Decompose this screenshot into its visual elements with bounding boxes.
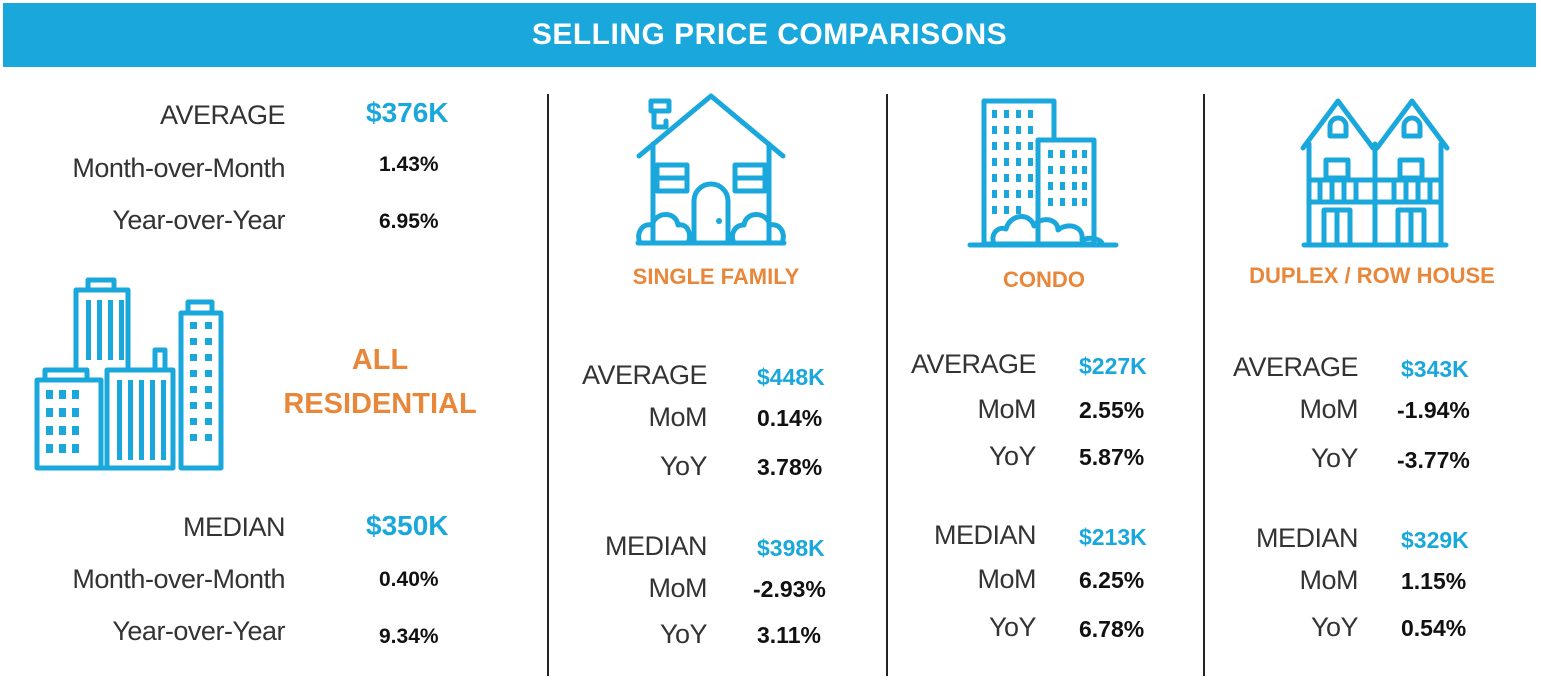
mom-value: -2.93% — [753, 576, 826, 602]
mom-label: MoM — [977, 394, 1037, 424]
yoy-label: YoY — [988, 441, 1037, 471]
median-label: MEDIAN — [1255, 523, 1359, 553]
yoy-label: YoY — [1310, 612, 1359, 642]
mom-value: 6.25% — [1079, 567, 1145, 593]
yoy-label: Year-over-Year — [112, 616, 285, 646]
column-divider — [886, 94, 888, 676]
category-title: SINGLE FAMILY — [632, 264, 800, 289]
yoy-value: 0.54% — [1401, 615, 1467, 641]
median-value: $350K — [366, 510, 449, 541]
yoy-value: 6.95% — [379, 210, 439, 233]
yoy-label: YoY — [988, 612, 1037, 642]
mom-label: MoM — [977, 564, 1037, 594]
mom-value: 0.14% — [757, 405, 823, 431]
yoy-label: YoY — [1310, 443, 1359, 473]
average-label: AVERAGE — [910, 349, 1037, 379]
average-label: AVERAGE — [581, 360, 708, 390]
median-label: MEDIAN — [933, 520, 1037, 550]
yoy-label: YoY — [659, 451, 708, 481]
all-residential-title-line2: RESIDENTIAL — [283, 388, 477, 420]
column-divider — [1203, 94, 1205, 676]
mom-value: 0.40% — [379, 568, 439, 591]
all-residential-title-line1: ALL — [351, 344, 409, 376]
house-icon — [636, 93, 786, 245]
title-banner: SELLING PRICE COMPARISONS — [3, 3, 1536, 67]
mom-label: MoM — [1299, 394, 1359, 424]
category-title: CONDO — [1003, 267, 1085, 292]
median-value: $398K — [757, 535, 825, 561]
page-title: SELLING PRICE COMPARISONS — [531, 18, 1008, 51]
mom-label: MoM — [648, 573, 708, 603]
average-label: AVERAGE — [159, 100, 286, 130]
average-label: AVERAGE — [1232, 352, 1359, 382]
yoy-value: -3.77% — [1397, 447, 1470, 473]
mom-value: 2.55% — [1079, 397, 1145, 423]
mom-label: MoM — [648, 402, 708, 432]
yoy-value: 3.11% — [757, 622, 821, 648]
condo-building-icon — [968, 98, 1118, 248]
yoy-value: 9.34% — [379, 625, 439, 648]
yoy-value: 3.78% — [757, 454, 823, 480]
column-divider — [547, 94, 549, 676]
mom-value: 1.43% — [379, 153, 439, 176]
mom-label: Month-over-Month — [72, 153, 285, 183]
mom-value: 1.15% — [1401, 568, 1467, 594]
yoy-value: 5.87% — [1079, 444, 1145, 470]
average-value: $376K — [366, 97, 449, 128]
average-value: $227K — [1079, 353, 1147, 379]
median-value: $213K — [1079, 524, 1147, 550]
median-label: MEDIAN — [182, 512, 286, 542]
duplex-house-icon — [1300, 98, 1450, 248]
yoy-value: 6.78% — [1079, 616, 1145, 642]
mom-value: -1.94% — [1397, 397, 1470, 423]
average-value: $448K — [757, 364, 825, 390]
average-value: $343K — [1401, 356, 1469, 382]
median-value: $329K — [1401, 527, 1469, 553]
yoy-label: YoY — [659, 619, 708, 649]
all-residential-title: ALL RESIDENTIAL — [270, 338, 490, 426]
city-buildings-icon — [35, 278, 225, 470]
mom-label: MoM — [1299, 565, 1359, 595]
mom-label: Month-over-Month — [72, 564, 285, 594]
yoy-label: Year-over-Year — [112, 205, 285, 235]
category-title: DUPLEX / ROW HOUSE — [1249, 263, 1495, 288]
median-label: MEDIAN — [604, 531, 708, 561]
